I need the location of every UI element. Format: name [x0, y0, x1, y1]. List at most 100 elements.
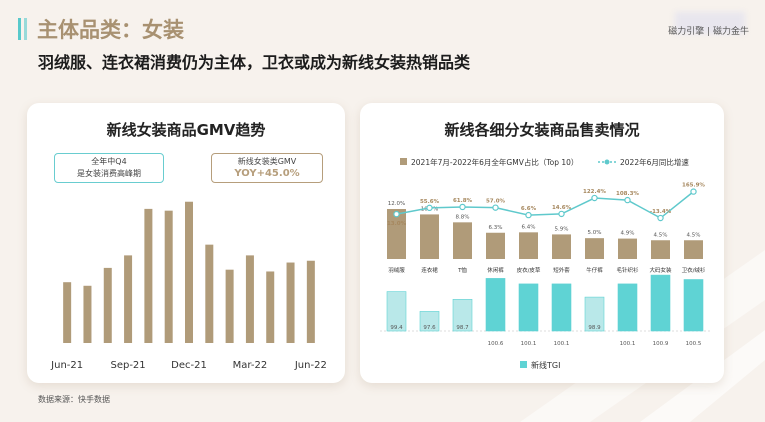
gmv-share-bar — [387, 209, 406, 259]
gmv-bar — [306, 260, 315, 343]
title-accent-bar-2 — [24, 18, 27, 40]
category-label: T恤 — [457, 266, 467, 274]
category-label: 休闲裤 — [487, 266, 504, 274]
x-tick-label: Sep-21 — [110, 360, 145, 371]
yoy-callout-value: YOY+45.0% — [234, 168, 300, 179]
gmv-share-label: 4.5% — [687, 232, 701, 238]
gmv-bar — [185, 201, 193, 343]
gmv-bar — [63, 282, 72, 343]
gmv-share-bar — [453, 222, 472, 259]
gmv-share-bar — [651, 240, 670, 259]
x-tick-label: Jun-21 — [50, 360, 83, 371]
tgi-label: 98.9 — [588, 325, 601, 331]
gmv-bar — [286, 262, 295, 343]
legend-yoy-label: 2022年6月同比增速 — [620, 157, 689, 167]
yoy-point — [657, 214, 664, 222]
gmv-share-label: 12.0% — [388, 201, 405, 207]
title-bar: 主体品类：女装 — [18, 14, 184, 44]
gmv-share-label: 4.5% — [654, 232, 668, 238]
tgi-bar — [518, 283, 539, 332]
gmv-share-label: 6.3% — [489, 225, 503, 231]
tgi-bar — [386, 291, 407, 332]
gmv-bar — [245, 255, 254, 343]
page-subtitle: 羽绒服、连衣裙消费仍为主体，卫衣或成为新线女装热销品类 — [38, 53, 471, 72]
yoy-label: 14.6% — [552, 205, 572, 211]
data-source-note: 数据来源：快手数据 — [38, 395, 110, 404]
x-tick-label: Jun-22 — [294, 360, 327, 371]
gmv-trend-card: 新线女装商品GMV趋势 全年中Q4 是女装消费高峰期 新线女装类GMV YOY+… — [27, 103, 345, 383]
yoy-callout: 新线女装类GMV YOY+45.0% — [211, 153, 323, 183]
gmv-trend-title: 新线女装商品GMV趋势 — [106, 121, 266, 139]
gmv-share-bar — [585, 238, 604, 259]
gmv-share-bar — [684, 240, 703, 259]
gmv-bar — [124, 255, 133, 343]
yoy-label: 108.3% — [616, 191, 639, 197]
tgi-label: 99.4 — [390, 325, 403, 331]
category-label: 短外套 — [553, 266, 570, 274]
gmv-share-label: 6.4% — [522, 224, 536, 230]
gmv-bar — [266, 271, 275, 343]
yoy-label: 55.6% — [420, 199, 440, 205]
legend-yoy-marker — [604, 159, 610, 165]
title-accent-bar — [18, 18, 21, 40]
category-label: 连衣裙 — [421, 266, 438, 274]
gmv-share-label: 8.8% — [456, 214, 470, 220]
gmv-share-bar — [519, 232, 538, 259]
yoy-point — [591, 194, 598, 202]
q4-callout-line2: 是女装消费高峰期 — [77, 169, 141, 178]
tgi-label: 100.9 — [653, 341, 669, 347]
yoy-point — [492, 204, 499, 211]
yoy-point — [525, 211, 532, 219]
category-label: 毛针织衫 — [616, 266, 639, 274]
yoy-point — [558, 210, 565, 218]
yoy-label: 57.0% — [486, 199, 506, 205]
legend-tgi-swatch — [520, 361, 527, 368]
page-title: 主体品类：女装 — [37, 18, 184, 42]
tgi-label: 100.6 — [488, 341, 504, 347]
gmv-share-bar — [420, 214, 439, 259]
category-label: 卫衣/绒衫 — [682, 266, 706, 274]
legend-gmv-swatch — [400, 158, 407, 165]
category-label: 羽绒服 — [388, 266, 405, 274]
yoy-point — [393, 210, 400, 218]
yoy-point — [459, 203, 466, 211]
yoy-label: 13.0% — [387, 221, 407, 227]
brand-logo: 磁力引擎 | 磁力金牛 — [668, 27, 749, 37]
tgi-bar — [650, 274, 671, 332]
yoy-label: 122.4% — [583, 189, 606, 195]
gmv-share-label: 5.0% — [588, 230, 602, 236]
tgi-bar — [551, 283, 572, 332]
x-tick-label: Dec-21 — [171, 360, 207, 371]
q4-callout-line1: 全年中Q4 — [91, 157, 127, 166]
tgi-label: 97.6 — [423, 325, 436, 331]
gmv-share-label: 4.9% — [621, 231, 635, 237]
yoy-label: 165.9% — [682, 183, 705, 189]
tgi-label: 100.1 — [620, 341, 636, 347]
gmv-share-bar — [618, 238, 637, 259]
yoy-point — [426, 204, 433, 212]
x-tick-label: Mar-22 — [233, 360, 268, 371]
gmv-bar — [83, 285, 92, 343]
category-sales-chart: 2021年7月-2022年6月全年GMV占比（Top 10） 2022年6月同比增… — [380, 157, 710, 370]
legend-tgi-label: 新线TGI — [531, 360, 560, 370]
yoy-growth-line — [396, 191, 694, 219]
gmv-bar — [225, 269, 234, 343]
gmv-bar — [103, 267, 112, 343]
tgi-label: 100.1 — [554, 341, 570, 347]
gmv-share-bar — [552, 234, 571, 259]
tgi-bar — [485, 278, 506, 332]
yoy-point — [624, 196, 631, 204]
yoy-label: 61.8% — [453, 198, 473, 204]
tgi-bar — [584, 296, 605, 332]
gmv-bar — [205, 244, 214, 343]
q4-callout: 全年中Q4 是女装消费高峰期 — [54, 153, 164, 183]
gmv-trend-chart: Jun-21 Sep-21 Dec-21 Mar-22 Jun-22 — [50, 201, 327, 371]
yoy-label: 6.6% — [521, 206, 537, 212]
category-sales-card: 新线各细分女装商品售卖情况 2021年7月-2022年6月全年GMV占比（Top… — [360, 103, 724, 383]
tgi-label: 100.5 — [686, 341, 702, 347]
category-sales-title: 新线各细分女装商品售卖情况 — [444, 121, 640, 139]
tgi-label: 100.1 — [521, 341, 537, 347]
gmv-share-bar — [486, 232, 505, 259]
blurred-logo-mark — [675, 12, 745, 34]
yoy-label: -13.4% — [650, 209, 672, 215]
